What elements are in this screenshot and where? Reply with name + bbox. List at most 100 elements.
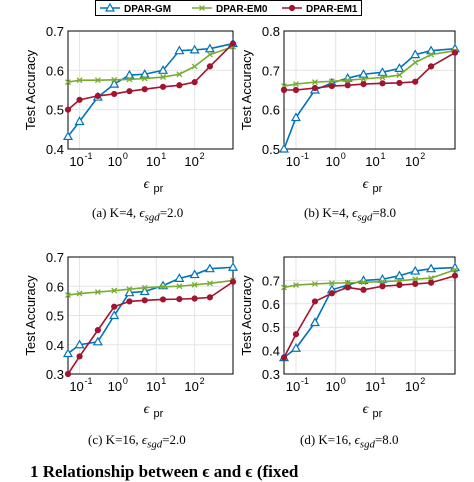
x-tick-label: 10 [365,379,379,394]
data-point [174,45,185,55]
data-point [328,78,335,85]
x-tick-exponent: 1 [161,151,166,161]
x-tick-exponent: 1 [380,151,385,161]
series-line [283,274,456,358]
data-point [412,78,419,85]
data-point [64,370,72,378]
data-point [293,81,299,88]
data-point [427,63,435,70]
plot-frame [283,256,456,375]
series-dpar-em1 [280,272,459,361]
y-axis-label: Test Accuracy [239,49,254,130]
data-point [206,280,213,287]
data-point [281,284,287,291]
data-point [74,116,85,126]
x-tick-label: 10 [325,379,339,394]
data-point [206,51,213,58]
data-point [360,279,367,286]
series-line [283,47,456,150]
y-tick-label: 0.8 [262,24,280,39]
data-point [62,348,74,358]
x-tick-label: 10 [325,154,339,169]
data-point [328,82,335,90]
legend: DPAR-GM DPAR-EM0 DPAR-EM1 [95,0,362,16]
data-point [141,284,148,291]
data-point [139,286,150,296]
data-point [360,81,367,88]
y-tick-label: 0.5 [46,309,64,324]
data-point [412,280,419,288]
data-point [126,298,133,305]
data-point [139,69,150,78]
data-point [159,296,167,303]
series-dpar-em1 [280,49,459,94]
legend-canvas: DPAR-GM DPAR-EM0 DPAR-EM1 [100,2,358,15]
data-point [176,71,183,78]
data-point [396,79,403,87]
data-point [176,296,183,303]
data-point [65,79,71,86]
data-point [410,265,421,275]
y-tick-label: 0.6 [46,63,64,78]
data-point [328,290,335,297]
x-tick-label: 10 [365,154,379,169]
y-tick-label: 0.7 [46,24,64,39]
y-axis-label: Test Accuracy [23,49,38,130]
data-point [412,59,419,66]
series-dpar-gm [278,43,461,153]
data-point [379,74,386,81]
series-dpar-em1 [64,40,237,113]
x-axis-label-subscript: pr [373,183,383,195]
series-line [67,266,234,355]
data-point [126,88,133,95]
data-point [311,298,319,305]
legend-entry: DPAR-EM0 [192,4,268,15]
data-point [280,86,288,94]
data-point [358,69,369,78]
data-point [206,63,214,70]
data-point [124,287,135,297]
x-tick-exponent: 0 [341,151,346,161]
data-point [426,263,437,273]
data-point [74,339,85,349]
data-point [328,280,335,287]
data-point [309,317,320,327]
series-dpar-em0 [65,43,236,86]
data-point [76,290,83,297]
x-tick-label: 10 [69,379,83,394]
x-tick-label: 10 [108,379,122,394]
x-tick-exponent: 2 [420,376,425,386]
data-point [451,272,459,279]
data-point [206,294,214,301]
data-point [412,276,419,283]
data-point [204,43,215,53]
x-tick-exponent: 0 [123,151,128,161]
data-point [379,283,386,290]
y-tick-label: 0.6 [46,279,64,294]
data-point [111,287,118,294]
y-tick-label: 0.5 [46,103,64,118]
y-tick-label: 0.7 [262,273,280,288]
x-axis-label-subscript: pr [373,408,383,420]
legend-marker [288,4,296,12]
legend-marker [199,5,205,11]
y-tick-label: 0.4 [262,344,280,359]
data-point [394,63,405,72]
x-tick-exponent: 0 [123,376,128,386]
data-point [189,44,200,54]
data-point [428,51,435,58]
caption-a: (a) K=4, ϵsgd=2.0 [92,205,184,224]
data-point [428,275,435,282]
x-axis-label: ϵ [144,402,151,417]
x-axis-label: ϵ [363,177,370,192]
x-tick-label: 10 [405,154,419,169]
data-point [293,282,299,289]
x-tick-label: 10 [286,154,300,169]
data-point [141,75,148,82]
y-tick-label: 0.6 [262,103,280,118]
x-tick-label: 10 [286,379,300,394]
data-point [111,303,118,310]
x-tick-label: 10 [146,154,160,169]
